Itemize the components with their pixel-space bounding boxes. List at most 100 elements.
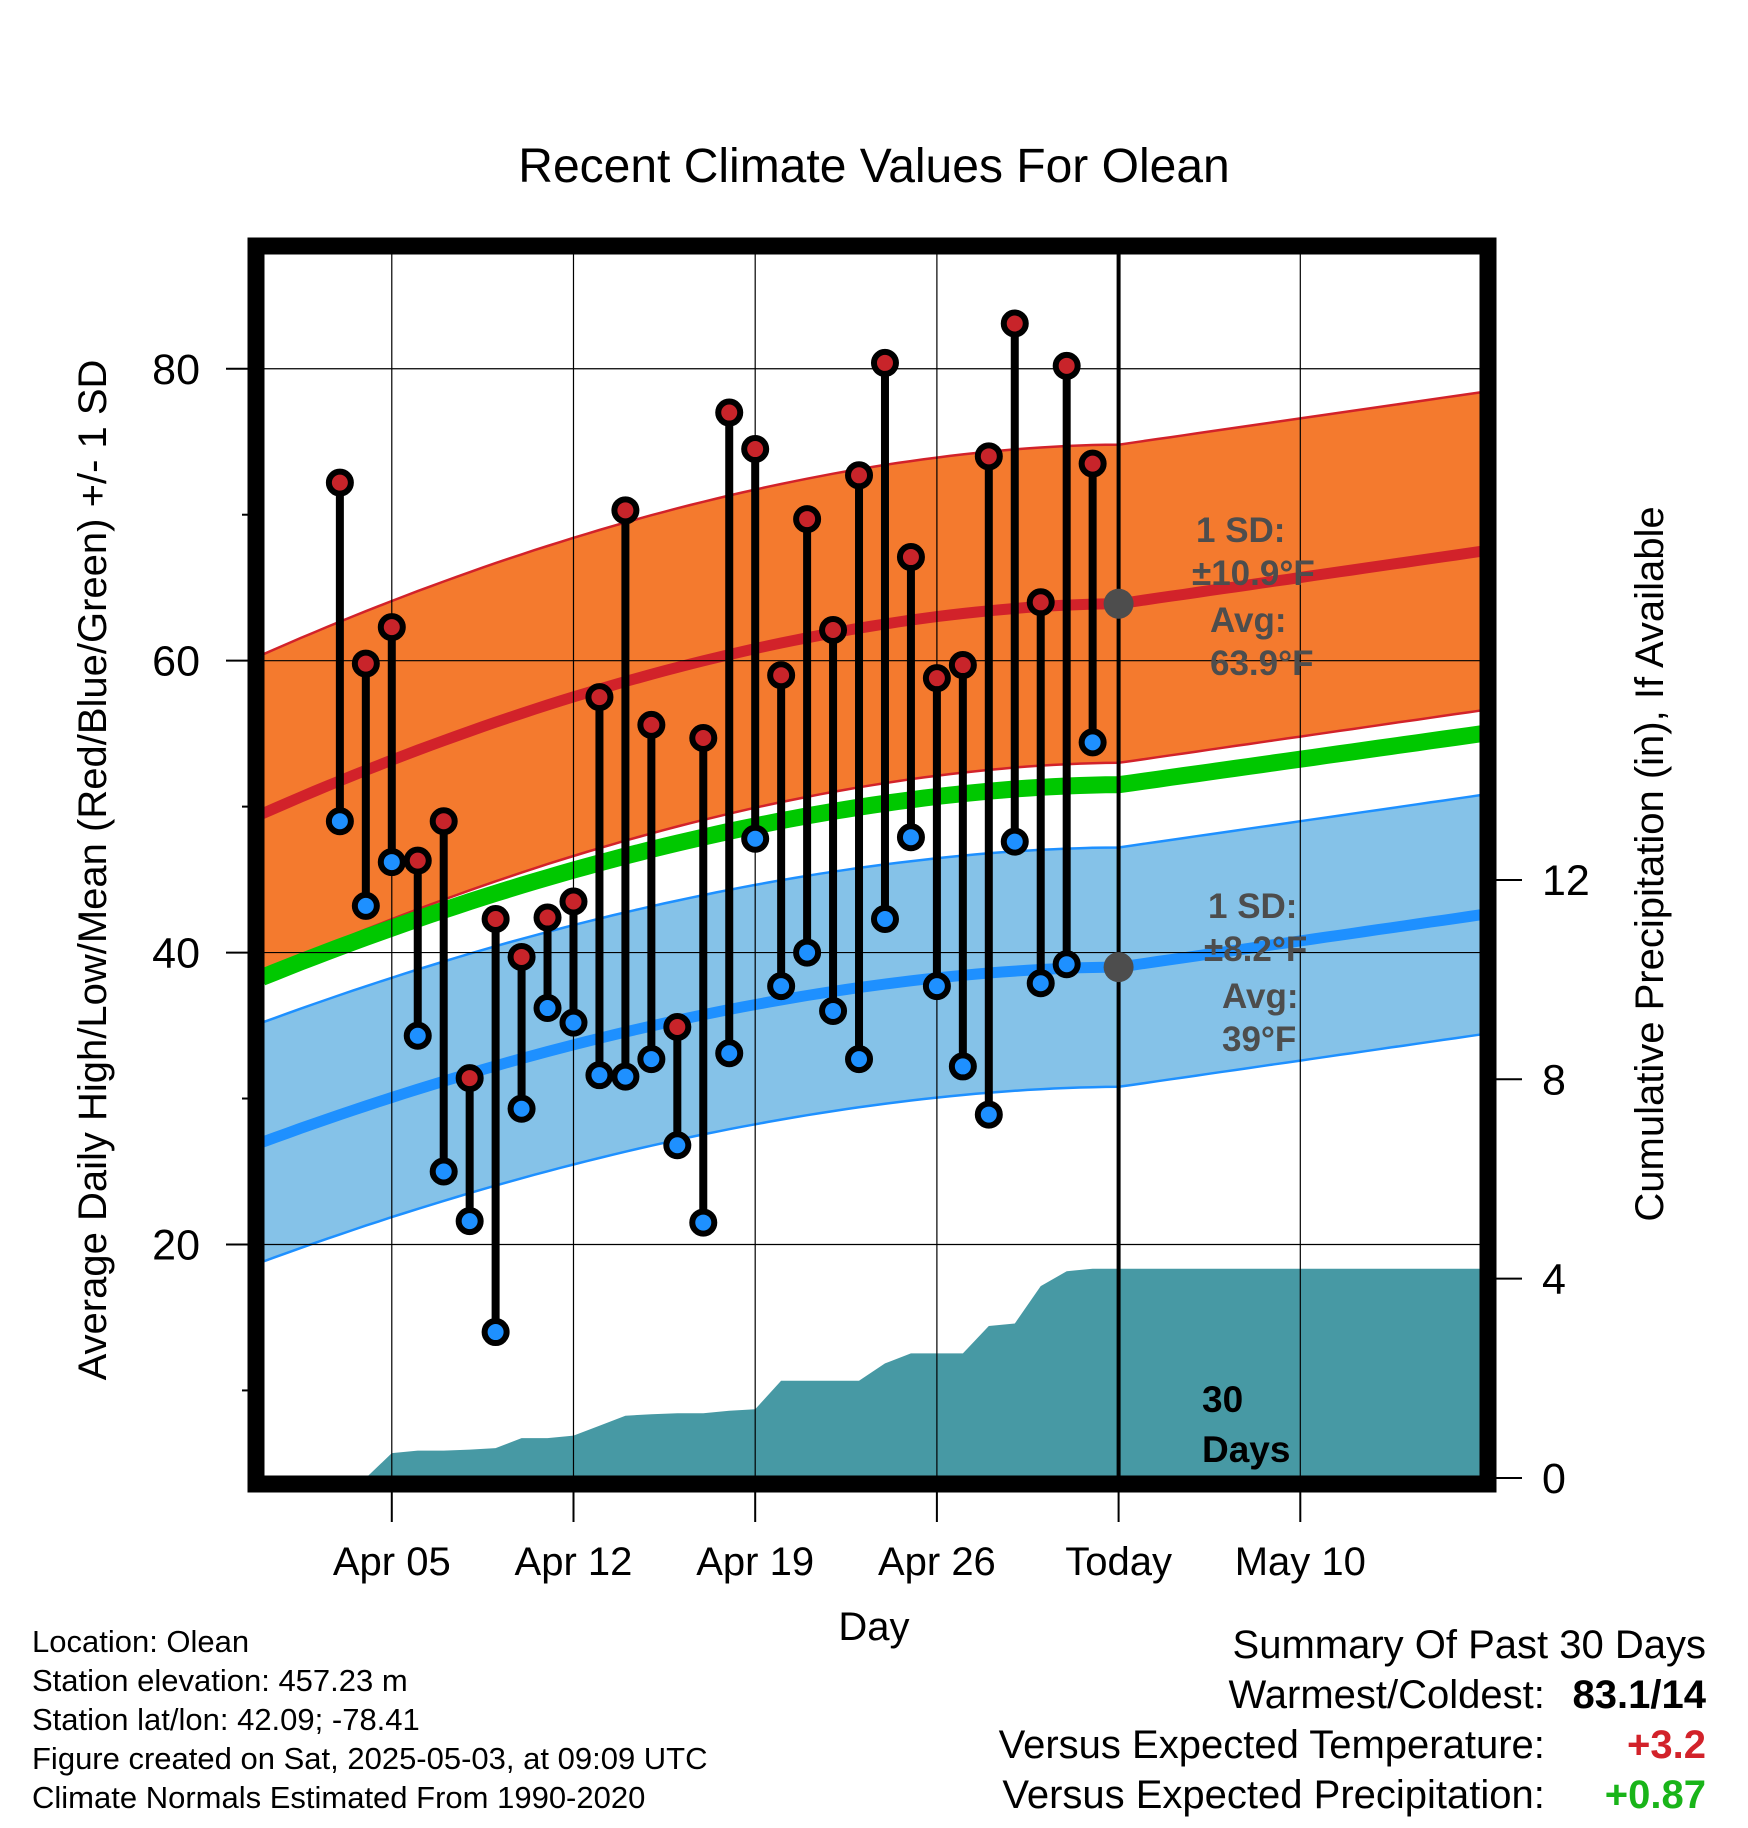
high-sd-band-upper-edge	[261, 390, 1483, 656]
window-label-number: 30	[1202, 1379, 1243, 1420]
location-text: Location: Olean	[32, 1624, 250, 1659]
summary-title: Summary Of Past 30 Days	[1232, 1623, 1706, 1667]
high-point	[455, 1064, 484, 1093]
today-avg-value: 39°F	[1222, 1020, 1296, 1059]
high-point	[325, 468, 354, 497]
high-point	[741, 435, 770, 464]
low-point	[507, 1094, 536, 1123]
normals-text: Climate Normals Estimated From 1990-2020	[32, 1780, 646, 1815]
high-point	[1026, 588, 1055, 617]
low-point	[637, 1045, 666, 1074]
low-point	[896, 823, 925, 852]
normal-mean-line	[258, 725, 1484, 986]
x-tick-label: Apr 19	[696, 1540, 814, 1584]
low-point	[1052, 950, 1081, 979]
low-point	[611, 1062, 640, 1091]
low-sd-band-lower-edge	[261, 1033, 1483, 1264]
plot-area: 1 SD: ±10.9°F Avg: 63.9°F 1 SD: ±8.2°F Avg: 39°…	[258, 252, 1484, 1478]
low-point	[403, 1021, 432, 1050]
high-point	[845, 461, 874, 490]
high-point	[559, 887, 588, 916]
high-point	[663, 1013, 692, 1042]
high-point	[922, 664, 951, 693]
summary-warm-cold: Warmest/Coldest: 83.1/14	[999, 1670, 1707, 1720]
low-point	[533, 994, 562, 1023]
warm-cold-label: Warmest/Coldest:	[1228, 1673, 1545, 1717]
low-point	[845, 1045, 874, 1074]
high-point	[1000, 309, 1029, 338]
high-point	[793, 505, 822, 534]
y-axis-label: Average Daily High/Low/Mean (Red/Blue/Gr…	[71, 360, 115, 1381]
low-point	[870, 905, 899, 934]
high-point	[585, 683, 614, 712]
latlon-text: Station lat/lon: 42.09; -78.41	[32, 1702, 420, 1737]
y-tick-label: 60	[152, 638, 200, 686]
high-point	[507, 942, 536, 971]
high-point	[767, 661, 796, 690]
today-sd-label: 1 SD:	[1196, 511, 1285, 550]
y2-tick-label: 8	[1542, 1056, 1566, 1104]
high-point	[611, 496, 640, 525]
summary-temp: Versus Expected Temperature: +3.2	[999, 1720, 1706, 1770]
today-sd-label: 1 SD:	[1208, 887, 1297, 926]
summary-precip: Versus Expected Precipitation: +0.87	[999, 1770, 1706, 1820]
high-point	[533, 903, 562, 932]
today-avg-label: Avg:	[1222, 977, 1298, 1016]
warm-cold-value: 83.1/14	[1572, 1673, 1706, 1717]
elevation-text: Station elevation: 457.23 m	[32, 1663, 408, 1698]
y2-tick-label: 0	[1542, 1455, 1566, 1503]
low-point	[715, 1039, 744, 1068]
high-point	[1052, 351, 1081, 380]
low-point	[948, 1052, 977, 1081]
low-point	[741, 824, 770, 853]
low-point	[767, 972, 796, 1001]
high-point	[637, 710, 666, 739]
normal-high-line	[259, 545, 1483, 819]
high-sd-band-lower-edge	[261, 709, 1483, 975]
today-avg-value: 63.9°F	[1210, 644, 1314, 683]
y-tick-label: 20	[152, 1221, 200, 1269]
x-axis-label: Day	[838, 1605, 909, 1649]
high-point	[819, 616, 848, 645]
plot-frame	[247, 237, 1497, 1493]
low-sd-band-upper-edge	[261, 793, 1483, 1024]
high-point	[481, 905, 510, 934]
low-point	[974, 1100, 1003, 1129]
high-point	[429, 807, 458, 836]
low-point	[1026, 969, 1055, 998]
y2-axis-label: Cumulative Precipitation (in), If Availa…	[1628, 506, 1672, 1221]
low-point	[377, 848, 406, 877]
today-sd-value: ±10.9°F	[1192, 554, 1315, 593]
high-point	[715, 398, 744, 427]
low-point	[559, 1008, 588, 1037]
high-point	[403, 846, 432, 875]
temp-value: +3.2	[1627, 1723, 1706, 1767]
high-point	[1078, 449, 1107, 478]
today-avg-marker	[1103, 952, 1134, 983]
summary-panel: Summary Of Past 30 Days Warmest/Coldest:…	[999, 1620, 1706, 1820]
x-tick-label: Apr 12	[515, 1540, 633, 1584]
x-tick-label: Apr 26	[878, 1540, 996, 1584]
low-point	[429, 1157, 458, 1186]
temp-label: Versus Expected Temperature:	[998, 1723, 1545, 1767]
today-avg-marker	[1103, 588, 1134, 619]
low-point	[325, 807, 354, 836]
low-point	[351, 891, 380, 920]
low-point	[819, 996, 848, 1025]
station-info: Location: Olean Station elevation: 457.2…	[32, 1622, 708, 1817]
high-sd-band	[262, 392, 1482, 974]
y2-tick-label: 12	[1542, 857, 1590, 905]
high-point	[974, 442, 1003, 471]
precip-value: +0.87	[1604, 1773, 1706, 1817]
low-point	[663, 1131, 692, 1160]
high-point	[351, 649, 380, 678]
precip-label: Versus Expected Precipitation:	[1002, 1773, 1545, 1817]
y-tick-label: 80	[152, 346, 200, 394]
high-point	[870, 348, 899, 377]
low-point	[922, 972, 951, 1001]
low-point	[689, 1208, 718, 1237]
x-tick-label: Apr 05	[333, 1540, 451, 1584]
high-point	[377, 613, 406, 642]
high-point	[948, 651, 977, 680]
